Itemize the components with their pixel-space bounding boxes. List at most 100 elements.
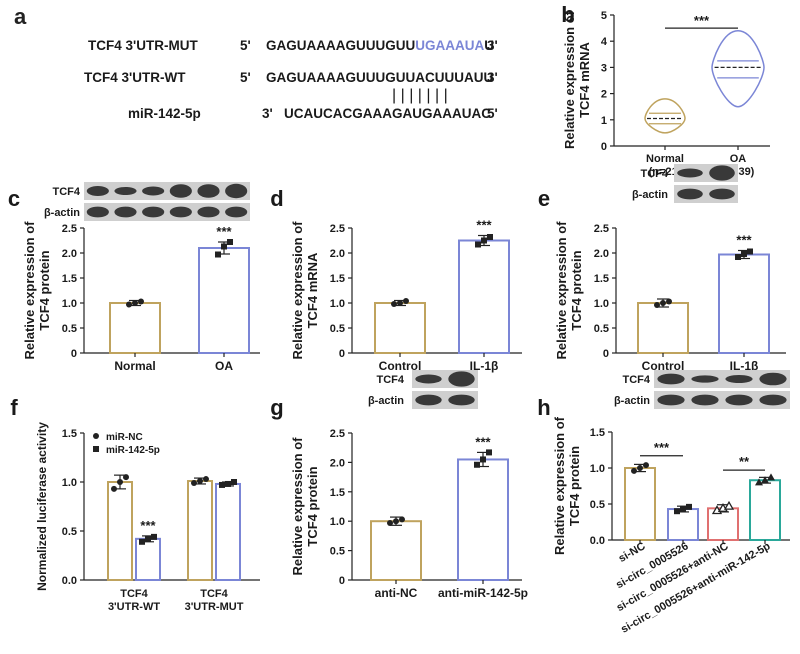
h-point: [680, 506, 686, 513]
h-bar: [667, 508, 699, 542]
e-point: [735, 254, 741, 260]
f-bar: [215, 482, 241, 581]
h-point: [637, 465, 643, 471]
b-y-tick-label: 0: [601, 141, 607, 153]
f-y-tick-label: 1.0: [62, 477, 77, 489]
d-x-tick-label: Control: [379, 359, 422, 373]
c-blot-band-0-3: [169, 184, 192, 198]
sequence-mir: UCAUCACGAAAGAUGAAAUAC: [284, 106, 491, 121]
f-legend-label-1: miR-142-5p: [106, 445, 160, 456]
e-point: [660, 300, 666, 306]
h-y-tick-label: 0.5: [590, 499, 605, 511]
g-blot-label-1: β-actin: [368, 395, 404, 407]
e-y-tick-label: 0: [603, 348, 609, 360]
h-blot-band-0-2: [725, 374, 753, 384]
c-blot-band-0-5: [225, 183, 248, 199]
h-point: [767, 473, 775, 481]
c-ylabel-1: Relative expression of: [22, 221, 37, 360]
b-violin: [711, 29, 765, 108]
b-x-tick-label: Normal (n=21): [646, 153, 684, 178]
g-ylabel-2: TCF4 protein: [305, 466, 320, 546]
h-point: [686, 503, 692, 510]
g-blot-band-1-1: [448, 394, 475, 406]
g-blot-label-0: TCF4: [377, 374, 405, 386]
c-point: [221, 243, 227, 250]
c-y-tick-label: 1.0: [62, 298, 77, 310]
h-point: [674, 508, 680, 515]
c-x-tick-label: Normal: [114, 359, 155, 373]
h-blot-label-1: β-actin: [614, 395, 650, 407]
d-point: [403, 298, 409, 304]
h-point: [631, 467, 637, 474]
e-y-tick-label: 2.0: [594, 248, 609, 260]
panel-label-f: f: [10, 395, 18, 420]
b-ylabel-2: TCF4 mRNA: [577, 41, 592, 117]
c-y-tick-label: 2.0: [62, 248, 77, 260]
seq-name-wt: TCF4 3'UTR-WT: [84, 70, 186, 85]
g-point: [486, 449, 492, 456]
b-ylabel-1: Relative expression of: [562, 10, 577, 149]
f-x-tick-label: TCF4 3'UTR-MUT: [185, 588, 244, 613]
h-point: [723, 500, 735, 510]
f-point: [139, 538, 145, 545]
b-y-tick-label: 4: [601, 36, 608, 48]
f-x-tick-label: TCF4 3'UTR-WT: [108, 588, 160, 613]
pairing-marks: | | | | | | |: [392, 87, 448, 104]
seq-3prime-mut: 3': [487, 38, 498, 53]
h-blot-band-0-3: [759, 372, 787, 386]
g-x-tick-label: anti-miR-142-5p: [438, 586, 528, 600]
e-x-tick-label: Control: [642, 359, 685, 373]
g-point: [474, 461, 480, 468]
e-point: [747, 248, 753, 255]
e-blot-band-0-1: [709, 165, 735, 181]
g-y-tick-label: 0.5: [330, 546, 345, 558]
h-blot-band-1-3: [759, 394, 787, 406]
h-blot-band-0-1: [691, 375, 719, 383]
e-point: [654, 302, 660, 308]
c-blot-band-1-2: [142, 206, 165, 218]
e-sig-text: ***: [736, 233, 752, 248]
g-point: [480, 456, 486, 463]
seq-5prime-mir: 5': [487, 106, 498, 121]
seq-5prime-wt: 5': [240, 70, 251, 85]
g-bar: [370, 520, 422, 582]
e-y-tick-label: 1.0: [594, 298, 609, 310]
f-y-tick-label: 1.5: [62, 428, 77, 440]
h-point: [761, 476, 769, 484]
c-y-tick-label: 0.5: [62, 323, 77, 335]
d-ylabel-2: TCF4 mRNA: [305, 252, 320, 328]
e-blot-label-1: β-actin: [632, 189, 668, 201]
panel-label-h: h: [537, 395, 550, 420]
c-blot-band-0-2: [142, 186, 165, 196]
d-ylabel-1: Relative expression of: [290, 221, 305, 360]
b-sig-text: ***: [694, 13, 710, 28]
g-blot-band-1-0: [415, 394, 442, 406]
g-y-tick-label: 1.0: [330, 516, 345, 528]
c-point: [215, 251, 221, 258]
c-bar: [198, 247, 250, 354]
d-point: [481, 237, 487, 244]
f-ylabel: Normalized luciferase activity: [35, 422, 49, 591]
e-ylabel-2: TCF4 protein: [569, 250, 584, 330]
h-blot-bg-1: [654, 391, 790, 409]
e-y-tick-label: 2.5: [594, 223, 609, 235]
panel-label-g: g: [270, 395, 283, 420]
g-y-tick-label: 2.0: [330, 457, 345, 469]
panel-label-b: b: [561, 2, 574, 27]
b-violin: [644, 98, 686, 134]
h-point: [755, 478, 763, 486]
e-x-tick-label: IL-1β: [730, 359, 759, 373]
d-y-tick-label: 1.5: [330, 273, 345, 285]
b-y-tick-label: 5: [601, 10, 607, 22]
h-point: [643, 462, 649, 469]
f-sig-text: ***: [140, 518, 156, 533]
seq-3prime-mir: 3': [262, 106, 273, 121]
g-y-tick-label: 1.5: [330, 487, 345, 499]
g-blot-band-0-0: [415, 374, 442, 384]
d-y-tick-label: 1.0: [330, 298, 345, 310]
e-blot-band-1-1: [709, 188, 735, 200]
d-y-tick-label: 0.5: [330, 323, 345, 335]
seq-mut-post: U: [484, 38, 494, 53]
e-y-tick-label: 0.5: [594, 323, 609, 335]
